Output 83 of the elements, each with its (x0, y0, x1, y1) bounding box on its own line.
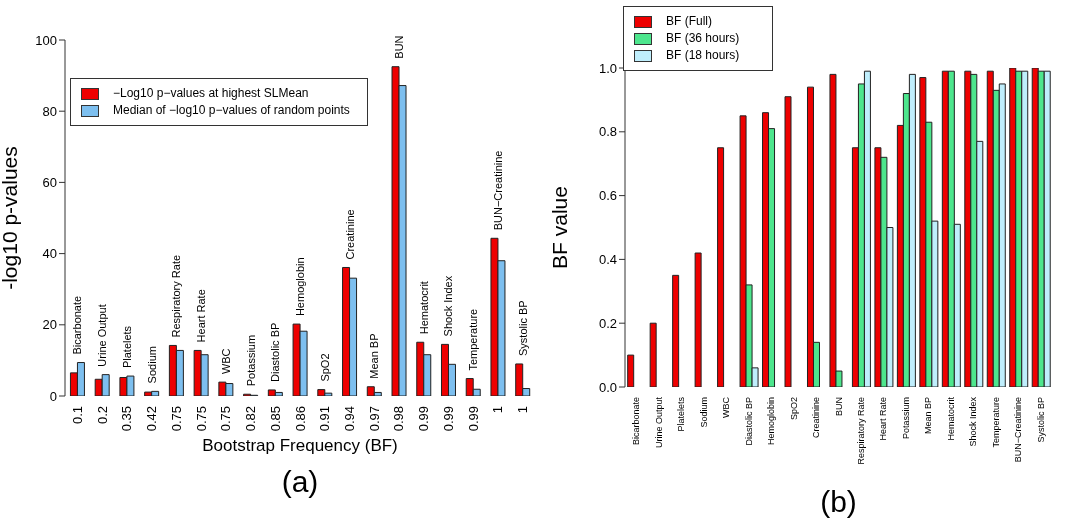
y-tick-label: 80 (42, 103, 57, 119)
x-tick-label: BUN (833, 397, 844, 417)
x-tick-label: SpO2 (788, 397, 799, 421)
annotation: Bicarbonate (71, 295, 84, 355)
y-tick-label: 40 (42, 246, 57, 262)
x-tick-label: Creatinine (811, 397, 822, 439)
x-tick-label: Heart Rate (878, 397, 889, 441)
annotation: Temperature (467, 308, 480, 371)
x-tick-label: 0.99 (440, 406, 456, 432)
y-tick-label: 0.2 (598, 315, 617, 331)
x-tick-label: 0.97 (366, 406, 382, 432)
bar (717, 147, 725, 387)
x-tick-label: 0.85 (267, 406, 283, 432)
x-tick-label: 0.75 (168, 406, 184, 432)
y-axis-title: BF value (548, 186, 572, 269)
x-tick-label: Mean BP (923, 397, 934, 435)
bar (627, 354, 635, 387)
x-tick-label: Hematocrit (945, 396, 956, 441)
legend-label: −Log10 p−values at highest SLMean (113, 85, 309, 102)
text: (b) (819, 485, 858, 519)
x-tick-label: 0.98 (391, 406, 407, 432)
annotation: Creatinine (343, 209, 356, 260)
x-tick-label: Sodium (698, 397, 709, 428)
legend-label: BF (Full) (666, 13, 712, 30)
x-tick-label: BUN−Creatinine (1013, 397, 1024, 463)
x-tick-label: Respiratory Rate (855, 397, 866, 465)
x-tick-label: 0.35 (119, 406, 135, 432)
annotation: Sodium (145, 346, 158, 384)
y-tick-label: 0.4 (598, 252, 617, 268)
x-tick-label: 0.1 (69, 406, 85, 425)
y-tick-label: 0.8 (598, 124, 617, 140)
annotation: Heart Rate (195, 289, 208, 343)
y-tick-label: 60 (42, 175, 57, 191)
y-tick-label: 1.0 (598, 60, 617, 76)
x-tick-label: 1 (515, 406, 531, 414)
annotation: Platelets (120, 325, 133, 369)
annotation: SpO2 (318, 353, 331, 382)
x-tick-label: Temperature (990, 397, 1001, 448)
x-tick-label: Diastolic BP (743, 397, 754, 446)
legend-label: Median of −log10 p−values of random points (113, 102, 350, 119)
y-axis-title: -log10 p-values (0, 146, 22, 290)
annotation: Mean BP (368, 333, 381, 379)
x-tick-label: 0.75 (218, 406, 234, 432)
y-tick-label: 0 (49, 388, 57, 404)
x-tick-label: Bicarbonate (631, 397, 642, 446)
x-tick-label: 0.86 (292, 406, 308, 432)
x-tick-label: 0.42 (144, 406, 160, 432)
annotation: Hematocrit (417, 281, 430, 335)
y-tick-label: 100 (35, 32, 57, 48)
x-tick-label: 0.2 (94, 406, 110, 425)
x-tick-label: Systolic BP (1035, 397, 1046, 443)
legend-label: BF (36 hours) (666, 30, 740, 47)
x-tick-label: 1 (490, 406, 506, 414)
bar (694, 252, 702, 387)
y-tick-label: 20 (42, 317, 57, 333)
annotation: Systolic BP (516, 300, 529, 356)
bar (672, 274, 680, 387)
x-axis-title: Bootstrap Frequency (BF) (202, 436, 398, 455)
x-tick-label: 0.91 (317, 406, 333, 432)
text: (a) (280, 465, 320, 499)
legend-label: BF (18 hours) (666, 47, 740, 64)
x-tick-label: 0.94 (341, 406, 357, 432)
x-tick-label: Platelets (676, 396, 687, 432)
y-tick-label: 0.6 (598, 188, 617, 204)
annotation: Shock Index (442, 275, 455, 337)
annotation: WBC (219, 348, 232, 375)
annotation: Urine Output (96, 304, 109, 367)
x-tick-label: Urine Output (653, 396, 664, 449)
x-tick-label: Shock Index (968, 396, 979, 447)
bar (649, 322, 657, 387)
annotation: Hemoglobin (294, 257, 307, 317)
annotation: Respiratory Rate (170, 254, 183, 338)
y-tick-label: 0.0 (598, 379, 617, 395)
x-tick-label: 0.75 (193, 406, 209, 432)
x-tick-label: Potassium (900, 397, 911, 440)
annotation: BUN (393, 35, 406, 59)
x-tick-label: 0.99 (465, 406, 481, 432)
x-tick-label: WBC (721, 396, 732, 418)
annotation: BUN−Creatinine (491, 150, 504, 231)
x-tick-label: Hemoglobin (766, 397, 777, 446)
bar (784, 96, 792, 387)
x-tick-label: 0.99 (416, 406, 432, 432)
x-tick-label: 0.82 (243, 406, 259, 432)
